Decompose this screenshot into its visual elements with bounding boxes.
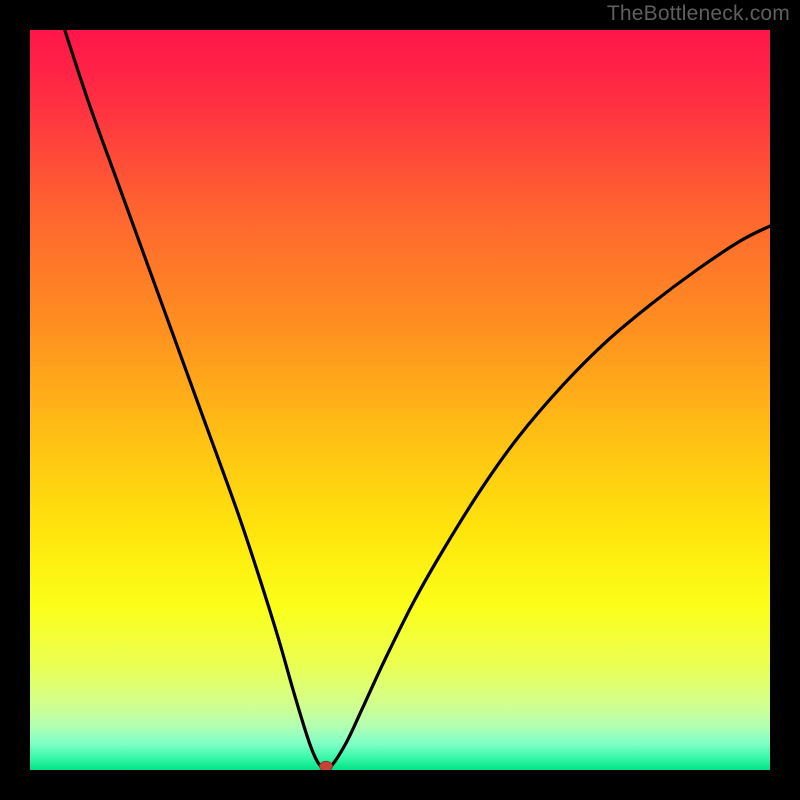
optimal-point-marker (320, 761, 333, 771)
plot-background-gradient (30, 30, 770, 770)
watermark-text: TheBottleneck.com (607, 2, 790, 26)
bottleneck-chart (0, 0, 800, 800)
